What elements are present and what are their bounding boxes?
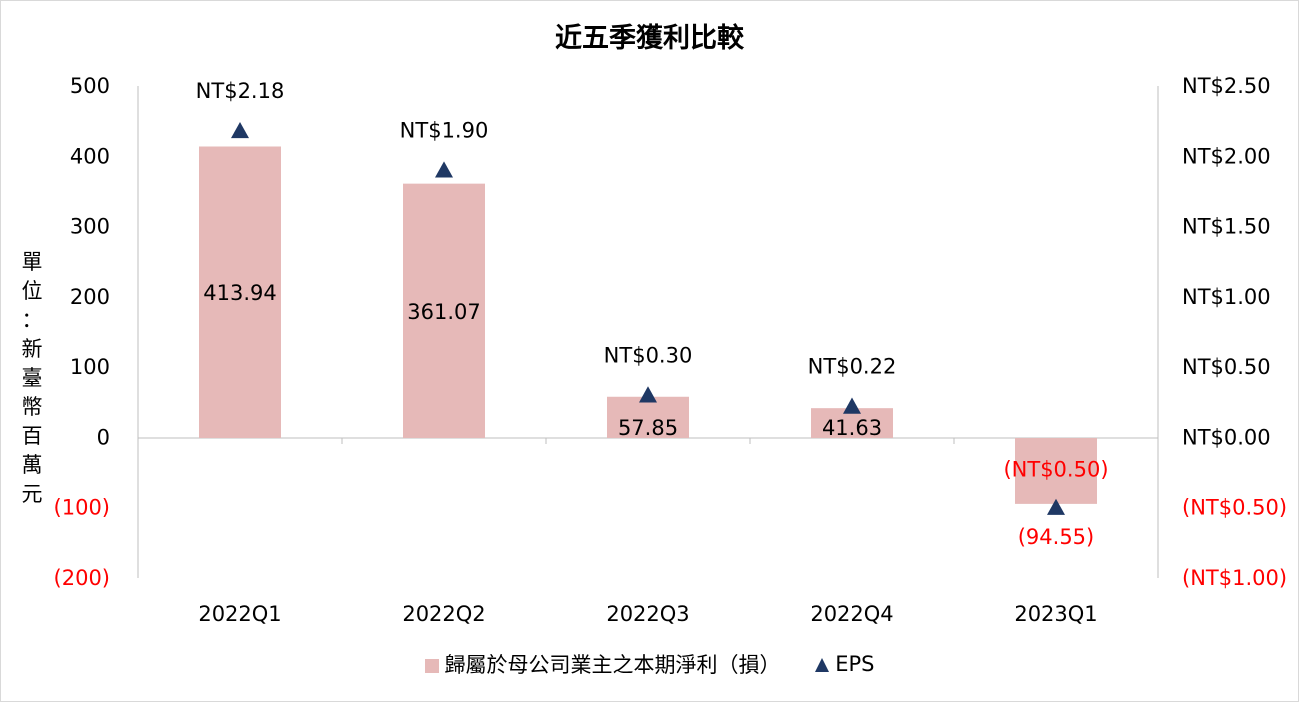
bar bbox=[607, 396, 689, 438]
chart-title: 近五季獲利比較 bbox=[555, 23, 744, 54]
left-tick-label: 0 bbox=[97, 425, 110, 449]
unit-char: 臺 bbox=[21, 366, 43, 390]
left-tick-label: 300 bbox=[70, 215, 110, 239]
right-tick-label: NT$2.00 bbox=[1182, 144, 1271, 168]
unit-char: 萬 bbox=[21, 453, 43, 477]
right-tick-label: NT$2.50 bbox=[1182, 74, 1271, 98]
right-tick-label: (NT$0.50) bbox=[1182, 496, 1287, 520]
eps-marker bbox=[843, 397, 861, 414]
right-tick-label: NT$0.50 bbox=[1182, 355, 1271, 379]
left-tick-label: (200) bbox=[54, 566, 110, 590]
unit-char: 百 bbox=[21, 424, 43, 448]
legend-swatch-bar bbox=[424, 659, 439, 673]
eps-data-label: NT$1.90 bbox=[400, 118, 489, 142]
right-tick-label: (NT$1.00) bbox=[1182, 566, 1287, 590]
legend-item-eps: EPS bbox=[815, 652, 874, 676]
left-tick-label: 100 bbox=[70, 355, 110, 379]
bar bbox=[199, 146, 281, 438]
unit-char: 元 bbox=[21, 482, 43, 506]
unit-char: 單 bbox=[21, 250, 43, 274]
left-tick-label: (100) bbox=[54, 496, 110, 520]
bar-data-label: (94.55) bbox=[1018, 525, 1095, 549]
legend-item-net-income: 歸屬於母公司業主之本期淨利（損） bbox=[424, 649, 781, 679]
left-tick-label: 200 bbox=[70, 285, 110, 309]
x-tick-label: 2022Q3 bbox=[606, 602, 689, 626]
eps-marker bbox=[231, 121, 249, 139]
right-tick-label: NT$1.00 bbox=[1182, 285, 1271, 309]
left-tick-label: 500 bbox=[70, 74, 110, 98]
bar-data-label: 413.94 bbox=[203, 281, 276, 305]
right-tick-label: NT$0.00 bbox=[1182, 425, 1271, 449]
unit-char: 新 bbox=[21, 337, 43, 361]
x-tick-label: 2022Q4 bbox=[810, 602, 893, 626]
left-tick-label: 400 bbox=[70, 144, 110, 168]
unit-char: 位 bbox=[21, 279, 43, 303]
unit-char: ： bbox=[21, 308, 43, 332]
y-axis-unit-label: 單 位 ： 新 臺 幣 百 萬 元 bbox=[18, 248, 46, 509]
legend-label-net-income: 歸屬於母公司業主之本期淨利（損） bbox=[444, 653, 781, 677]
eps-data-label: NT$2.18 bbox=[196, 79, 285, 103]
right-tick-label: NT$1.50 bbox=[1182, 215, 1271, 239]
unit-char: 幣 bbox=[21, 395, 43, 419]
x-tick-label: 2022Q1 bbox=[198, 602, 281, 626]
bar-data-label: 57.85 bbox=[618, 416, 678, 440]
bar bbox=[403, 183, 485, 438]
eps-data-label: (NT$0.50) bbox=[1003, 458, 1108, 482]
legend-label-eps: EPS bbox=[835, 652, 875, 676]
eps-marker bbox=[639, 386, 657, 403]
bar bbox=[1015, 438, 1097, 504]
legend-triangle-icon bbox=[815, 658, 830, 672]
x-tick-label: 2023Q1 bbox=[1014, 602, 1097, 626]
eps-marker bbox=[435, 161, 453, 178]
x-tick-label: 2022Q2 bbox=[402, 602, 485, 626]
legend: 歸屬於母公司業主之本期淨利（損） EPS bbox=[0, 649, 1299, 679]
eps-data-label: NT$0.30 bbox=[604, 343, 693, 367]
eps-data-label: NT$0.22 bbox=[808, 355, 897, 379]
bar-data-label: 41.63 bbox=[822, 416, 882, 440]
bar-data-label: 361.07 bbox=[407, 300, 480, 324]
eps-marker bbox=[1047, 498, 1065, 515]
